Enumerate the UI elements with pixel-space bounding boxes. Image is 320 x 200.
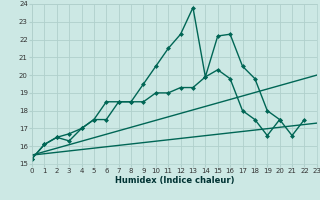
X-axis label: Humidex (Indice chaleur): Humidex (Indice chaleur) xyxy=(115,176,234,185)
